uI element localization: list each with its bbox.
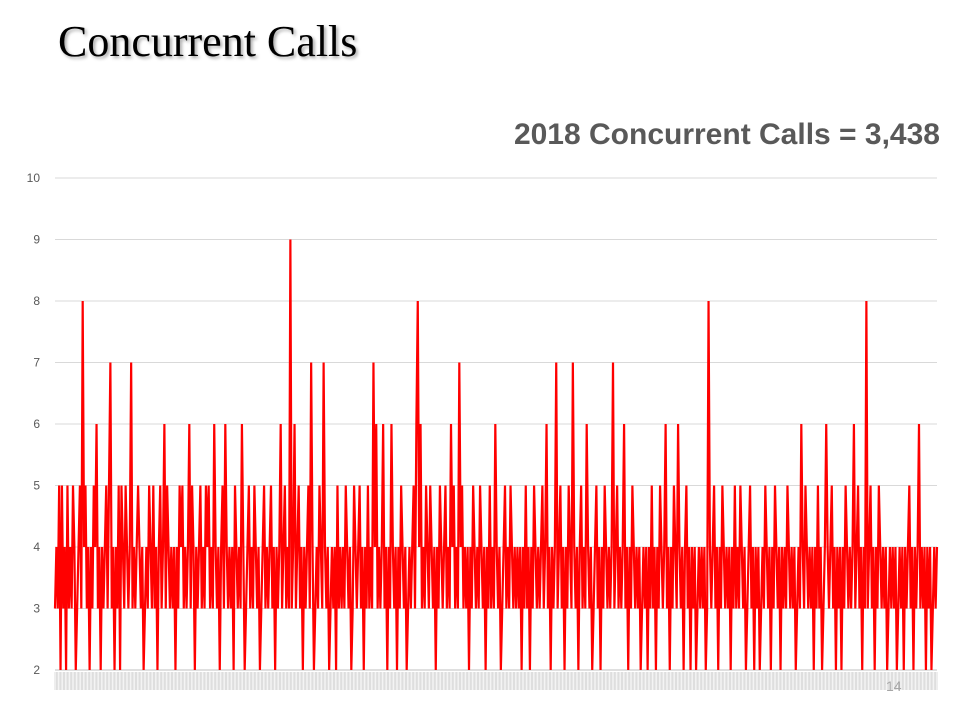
- slide-title: Concurrent Calls: [58, 17, 358, 66]
- y-tick-label: 3: [33, 602, 40, 616]
- y-tick-label: 5: [33, 479, 40, 493]
- y-tick-label: 2: [33, 663, 40, 677]
- y-tick-label: 4: [33, 540, 40, 554]
- y-tick-label: 7: [33, 356, 40, 370]
- y-axis-tick-labels: 2 3 4 5 6 7 8 9 10: [27, 171, 41, 677]
- series-line: [53, 239, 939, 671]
- y-tick-label: 9: [33, 233, 40, 247]
- y-tick-label: 6: [33, 417, 40, 431]
- page-number: 14: [886, 678, 902, 694]
- y-tick-label: 8: [33, 294, 40, 308]
- y-tick-label: 10: [27, 171, 41, 185]
- series-group: [53, 239, 939, 671]
- chart-title: 2018 Concurrent Calls = 3,438: [513, 118, 940, 151]
- x-axis-tick-labels: [54, 672, 938, 690]
